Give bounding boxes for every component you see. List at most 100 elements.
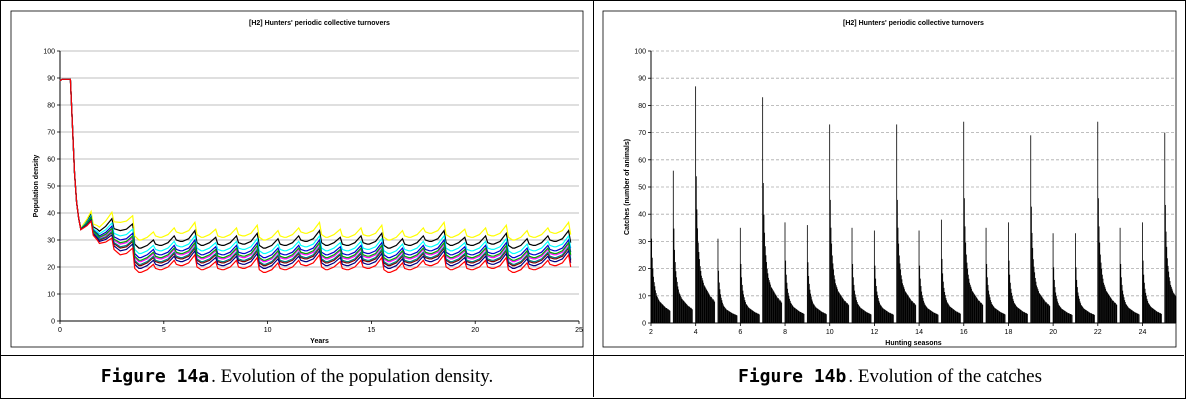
bar	[923, 302, 925, 323]
series-line	[59, 78, 572, 265]
bar	[742, 290, 744, 323]
bar	[1155, 310, 1156, 323]
bar	[772, 289, 773, 323]
bar	[1078, 298, 1080, 323]
x-tick-label: 20	[471, 327, 479, 334]
bar	[1065, 311, 1067, 323]
bar	[726, 309, 727, 323]
bar	[822, 312, 823, 323]
bar	[1130, 309, 1131, 323]
bar	[951, 308, 953, 323]
bar	[1154, 309, 1156, 323]
bar	[896, 124, 898, 323]
bar	[890, 313, 892, 323]
bar	[733, 313, 735, 323]
bar	[746, 304, 748, 323]
bar	[875, 286, 877, 323]
bar	[862, 309, 864, 323]
bar	[1015, 304, 1017, 323]
bar	[933, 312, 935, 323]
bar	[655, 290, 656, 323]
bar	[655, 293, 657, 323]
bar	[683, 300, 685, 323]
bar	[814, 305, 815, 323]
bar	[768, 277, 769, 323]
bar	[972, 291, 974, 323]
bar	[1093, 314, 1095, 323]
bar	[969, 284, 971, 323]
bar	[913, 303, 915, 323]
y-tick-label: 0	[642, 321, 646, 328]
bar	[1126, 304, 1128, 323]
bar	[1138, 314, 1140, 323]
y-tick-label: 10	[638, 293, 646, 300]
bar	[1053, 279, 1055, 323]
bar	[802, 313, 804, 323]
bar	[776, 297, 778, 323]
bar	[1032, 247, 1034, 323]
bar	[996, 309, 997, 323]
bar	[933, 312, 934, 323]
bar	[1150, 306, 1152, 323]
bar	[863, 310, 865, 323]
bar	[1125, 303, 1127, 323]
bar	[741, 277, 743, 323]
bar	[992, 305, 994, 323]
bar	[975, 296, 977, 323]
bar	[1058, 305, 1060, 323]
bar	[991, 303, 993, 323]
bar	[673, 228, 675, 323]
bar	[881, 307, 883, 323]
bar	[832, 263, 834, 323]
bar	[1111, 299, 1113, 323]
bar	[940, 219, 942, 323]
bar	[830, 227, 832, 323]
bar	[1159, 312, 1161, 323]
bar	[883, 309, 885, 323]
bar	[795, 308, 796, 323]
bar	[843, 299, 844, 323]
bar	[948, 304, 949, 323]
bar	[704, 286, 706, 323]
bar	[920, 286, 922, 323]
bar	[953, 309, 955, 323]
bar	[1021, 310, 1022, 323]
bar	[780, 301, 782, 323]
bar	[990, 300, 992, 323]
bar	[1151, 307, 1153, 323]
bar	[879, 302, 880, 323]
bar	[971, 290, 973, 323]
bar	[908, 296, 909, 323]
bar	[977, 298, 978, 323]
bar	[684, 302, 686, 323]
bar	[785, 274, 787, 323]
bar	[687, 305, 689, 323]
y-tick-label: 90	[638, 76, 646, 83]
bar	[1025, 312, 1027, 323]
bar	[844, 301, 846, 323]
bar	[974, 294, 976, 323]
bar	[980, 302, 982, 323]
y-tick-label: 100	[634, 49, 646, 56]
bar	[732, 313, 734, 323]
bar	[868, 313, 869, 323]
bar	[1129, 308, 1131, 323]
bar	[1026, 313, 1028, 323]
bar	[722, 304, 724, 323]
bar	[758, 314, 760, 323]
bar	[736, 315, 738, 323]
bar	[982, 304, 984, 323]
bar	[797, 309, 798, 323]
bar	[867, 312, 869, 323]
bar	[955, 311, 957, 323]
bar	[1131, 310, 1133, 323]
bar	[914, 304, 916, 323]
bar	[1091, 313, 1093, 323]
x-tick-label: 10	[264, 327, 272, 334]
y-tick-label: 60	[47, 157, 55, 164]
bar	[1078, 296, 1080, 323]
bar	[963, 121, 965, 323]
bar	[971, 288, 972, 323]
bar	[1151, 307, 1153, 323]
bar	[904, 289, 905, 323]
